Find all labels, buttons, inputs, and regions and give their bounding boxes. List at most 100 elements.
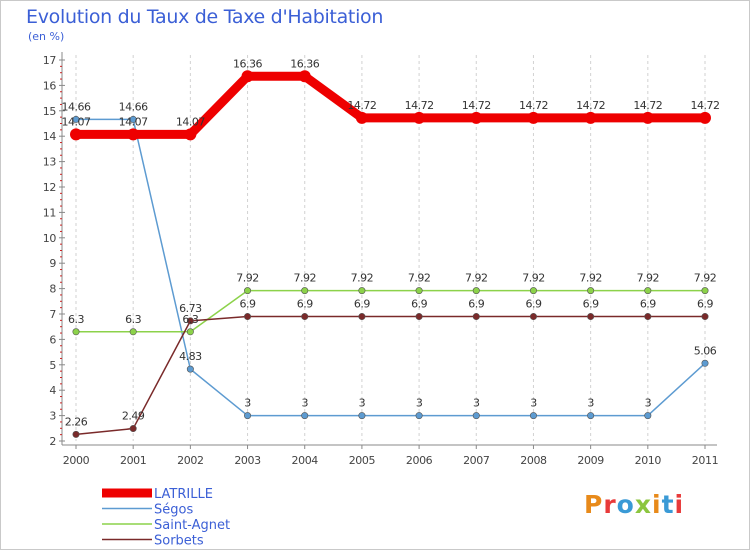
data-point: [72, 328, 80, 336]
data-label: 14.72: [405, 99, 434, 112]
legend-label: Saint-Agnet: [154, 518, 230, 533]
data-label: 6.9: [697, 298, 713, 311]
data-point: [529, 313, 537, 321]
data-point: [587, 412, 595, 420]
x-tick-label: 2011: [692, 454, 718, 467]
data-label: 7.92: [694, 272, 717, 285]
y-tick-label: 16: [43, 79, 57, 92]
data-point: [186, 328, 194, 336]
y-tick-label: 11: [43, 206, 56, 219]
data-label: 7.92: [408, 272, 431, 285]
data-point: [70, 128, 82, 141]
data-point: [699, 111, 711, 124]
y-tick-label: 6: [49, 333, 56, 346]
data-point: [584, 111, 597, 124]
data-point: [472, 287, 480, 295]
data-label: 6.9: [297, 298, 313, 311]
x-tick-label: 2007: [463, 454, 490, 467]
data-label: 3: [416, 397, 423, 410]
data-label: 6.3: [182, 313, 198, 326]
series-line-Saint-Agnet: [75, 289, 706, 333]
y-tick-label: 3: [49, 410, 56, 423]
data-point: [301, 313, 309, 321]
legend-label: LATRILLE: [154, 487, 213, 502]
data-label: 6.9: [354, 298, 370, 311]
y-tick-label: 4: [49, 384, 56, 397]
data-point: [641, 111, 654, 124]
data-point: [186, 317, 194, 325]
y-tick-label: 15: [43, 105, 57, 118]
data-label: 7.92: [236, 272, 259, 285]
data-point: [184, 128, 197, 141]
data-label: 7.92: [351, 272, 374, 285]
data-point: [301, 412, 309, 420]
data-point: [529, 287, 537, 295]
data-label: 14.72: [576, 99, 605, 112]
data-point: [129, 425, 137, 433]
data-point: [298, 70, 311, 83]
x-tick-label: 2010: [635, 454, 662, 467]
data-label: 16.36: [233, 57, 262, 70]
data-point: [644, 287, 652, 295]
chart-subtitle: (en %): [28, 30, 65, 43]
data-point: [127, 128, 140, 141]
data-label: 6.3: [125, 313, 141, 326]
x-tick-label: 2009: [577, 454, 604, 467]
data-point: [358, 287, 366, 295]
data-point: [186, 365, 194, 373]
data-label: 2.26: [65, 415, 88, 428]
series-line-Ségos: [75, 118, 706, 417]
data-label: 4.83: [179, 350, 202, 363]
data-point: [72, 115, 80, 123]
data-point: [415, 412, 423, 420]
data-label: 16.36: [290, 57, 319, 70]
data-point: [644, 412, 652, 420]
data-label: 14.72: [519, 99, 548, 112]
data-point: [358, 313, 366, 321]
data-label: 3: [473, 397, 480, 410]
data-label: 7.92: [637, 272, 660, 285]
data-label: 3: [359, 397, 366, 410]
x-tick-label: 2006: [406, 454, 433, 467]
data-label: 14.07: [176, 115, 205, 128]
proxiti-logo: Proxiti: [584, 490, 685, 519]
data-label: 14.66: [62, 100, 91, 113]
data-point: [587, 313, 595, 321]
data-label: 14.07: [119, 115, 148, 128]
x-tick-label: 2001: [120, 454, 146, 467]
data-label: 3: [645, 397, 652, 410]
data-point: [701, 313, 709, 321]
data-label: 6.9: [525, 298, 541, 311]
data-point: [415, 287, 423, 295]
data-point: [129, 328, 137, 336]
data-label: 6.3: [68, 313, 84, 326]
series-line-Sorbets: [75, 315, 706, 436]
legend-label: Sorbets: [154, 534, 204, 549]
data-point: [472, 412, 480, 420]
y-tick-label: 9: [49, 257, 56, 270]
data-point: [529, 412, 537, 420]
data-label: 7.92: [579, 272, 602, 285]
y-tick-label: 2: [49, 435, 56, 448]
data-label: 7.92: [293, 272, 316, 285]
data-point: [358, 412, 366, 420]
chart-title: Evolution du Taux de Taxe d'Habitation: [26, 6, 384, 28]
data-label: 5.06: [694, 344, 717, 357]
data-label: 7.92: [522, 272, 545, 285]
data-label: 3: [244, 397, 251, 410]
x-tick-label: 2000: [63, 454, 90, 467]
data-point: [701, 287, 709, 295]
data-label: 7.92: [465, 272, 488, 285]
y-tick-label: 14: [43, 130, 57, 143]
data-label: 14.72: [633, 99, 662, 112]
data-point: [587, 287, 595, 295]
y-tick-label: 8: [49, 283, 56, 296]
data-point: [415, 313, 423, 321]
data-point: [527, 111, 540, 124]
data-label: 6.73: [179, 302, 202, 315]
data-point: [72, 430, 80, 438]
y-tick-label: 7: [49, 308, 56, 321]
y-tick-label: 5: [49, 359, 56, 372]
x-tick-label: 2005: [349, 454, 376, 467]
